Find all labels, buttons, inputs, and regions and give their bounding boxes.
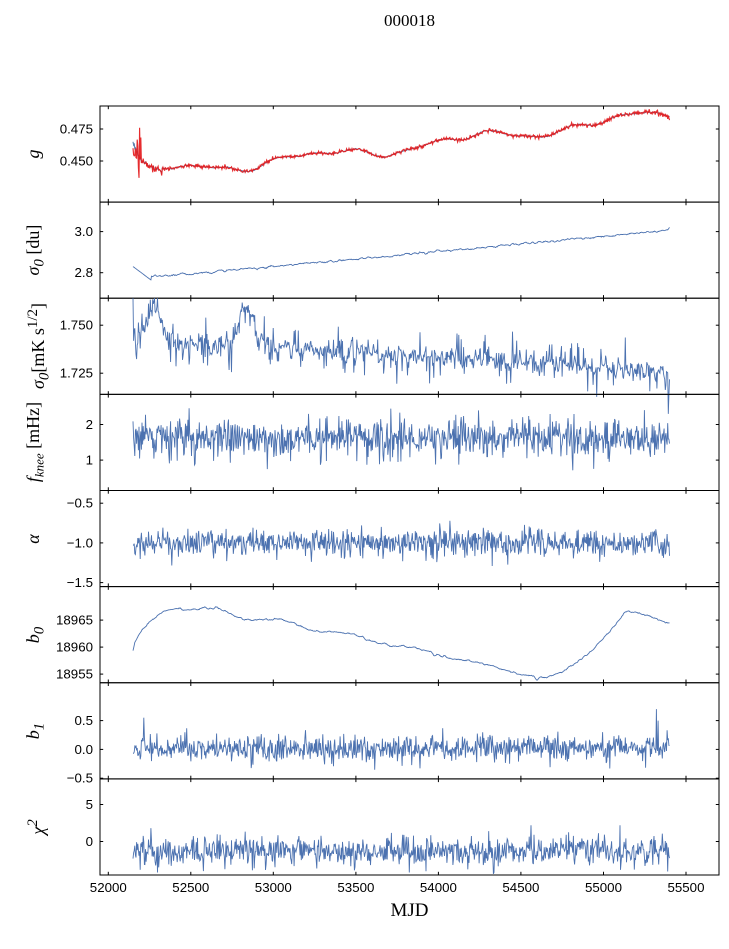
svg-text:0.475: 0.475: [60, 122, 93, 137]
svg-text:−0.5: −0.5: [67, 771, 93, 786]
svg-text:55000: 55000: [585, 880, 622, 895]
svg-text:−0.5: −0.5: [67, 496, 93, 511]
svg-text:18955: 18955: [56, 667, 93, 682]
svg-text:1.750: 1.750: [60, 318, 93, 333]
svg-text:2: 2: [86, 417, 93, 432]
svg-text:0.5: 0.5: [75, 713, 94, 728]
svg-text:55500: 55500: [668, 880, 705, 895]
svg-text:52000: 52000: [90, 880, 127, 895]
svg-text:18960: 18960: [56, 640, 93, 655]
svg-text:54500: 54500: [502, 880, 539, 895]
svg-text:53000: 53000: [255, 880, 292, 895]
svg-text:0: 0: [86, 834, 93, 849]
svg-text:−1.0: −1.0: [67, 535, 93, 550]
svg-text:0.450: 0.450: [60, 154, 93, 169]
svg-text:3.0: 3.0: [75, 224, 94, 239]
svg-text:52500: 52500: [172, 880, 209, 895]
svg-text:2.8: 2.8: [75, 265, 94, 280]
svg-text:1: 1: [86, 453, 93, 468]
svg-text:5: 5: [86, 797, 93, 812]
svg-text:1.725: 1.725: [60, 366, 93, 381]
svg-text:18965: 18965: [56, 613, 93, 628]
svg-text:53500: 53500: [337, 880, 374, 895]
svg-text:−1.5: −1.5: [67, 575, 93, 590]
svg-text:54000: 54000: [420, 880, 457, 895]
svg-text:0.0: 0.0: [75, 742, 94, 757]
